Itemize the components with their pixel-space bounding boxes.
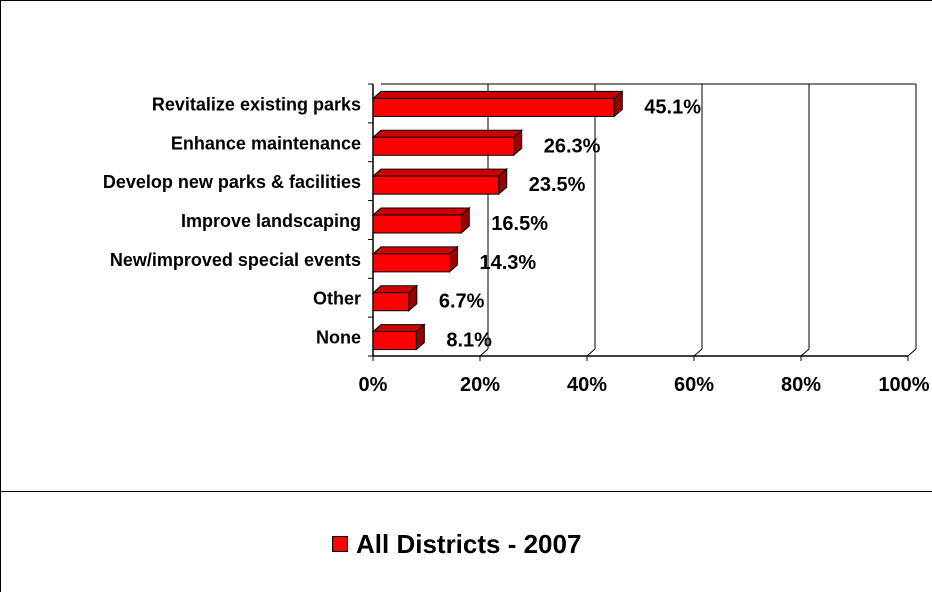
bar [372,175,500,195]
bar-top-face [371,129,524,138]
x-tick-label: 100% [878,374,929,396]
x-tick-label: 40% [567,374,607,396]
x-tick-label: 80% [781,374,821,396]
category-label: Develop new parks & facilities [103,172,361,192]
category-label: Other [313,289,361,309]
data-label: 6.7% [439,291,485,313]
bar [372,214,462,234]
data-label: 26.3% [544,135,601,157]
bar-top-face [371,207,471,216]
bar [372,136,515,156]
category-label: None [316,328,361,348]
bar-top-face [371,324,426,333]
data-label: 8.1% [446,330,492,352]
category-label: Revitalize existing parks [152,94,361,114]
legend: All Districts - 2007 [332,524,581,564]
legend-label: All Districts - 2007 [356,528,582,559]
bar-top-face [371,246,459,255]
bar [372,97,615,117]
data-label: 14.3% [480,252,537,274]
x-tick-label: 60% [674,374,714,396]
gridline-floor [479,348,489,357]
bar [372,331,417,351]
category-label: Improve landscaping [181,211,361,231]
floor-right-edge [907,348,917,357]
x-tick-label: 20% [460,374,500,396]
gridline-floor [693,348,703,357]
legend-divider [0,491,932,492]
bar-top-face [371,90,624,99]
gridline-floor [586,348,596,357]
category-label: New/improved special events [110,250,361,270]
bar [372,292,410,312]
gridline-floor [800,348,810,357]
bar-top-face [371,168,509,177]
bar [372,253,451,273]
data-label: 16.5% [491,213,548,235]
legend-swatch [332,536,348,552]
x-tick-label: 0% [359,374,388,396]
category-label: Enhance maintenance [171,133,361,153]
data-label: 23.5% [529,174,586,196]
data-label: 45.1% [644,96,701,118]
